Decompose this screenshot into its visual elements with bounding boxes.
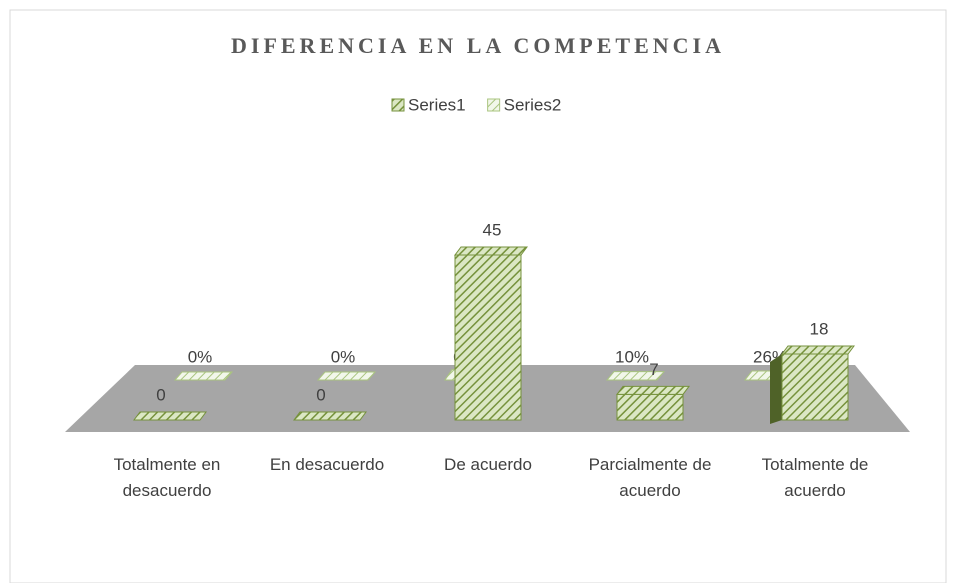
bar-back (173, 371, 234, 381)
bar (616, 385, 690, 421)
x-tick-label: Parcialmente de acuerdo (588, 455, 712, 500)
bar-face (454, 246, 528, 256)
value-label: 7 (649, 360, 658, 379)
bar-face (781, 353, 849, 421)
bar-face (781, 345, 855, 355)
x-tick-label: Totalmente de acuerdo (761, 455, 869, 500)
value-label: 0 (156, 385, 165, 404)
bar-face (770, 354, 782, 424)
legend-swatch (487, 98, 501, 112)
bar-face (616, 393, 684, 421)
bar-face (293, 411, 367, 421)
bar-face (454, 254, 522, 421)
legend-swatch (391, 98, 405, 112)
bar-face (133, 411, 207, 421)
bar-face (616, 385, 690, 395)
value-label: 10% (615, 347, 649, 366)
x-tick-label: En desacuerdo (269, 455, 385, 474)
bar-back (316, 371, 377, 381)
bar-back (605, 371, 666, 381)
value-label: 18 (810, 319, 829, 338)
bar (770, 345, 855, 424)
bar (293, 411, 367, 421)
bar (454, 246, 528, 421)
x-tick-label: De acuerdo (444, 455, 532, 474)
value-label: 0% (188, 347, 213, 366)
value-label: 0 (316, 385, 325, 404)
bar (133, 411, 207, 421)
value-label: 0% (331, 347, 356, 366)
legend-label: Series1 (408, 95, 466, 114)
x-tick-label: Totalmente en desacuerdo (113, 455, 221, 500)
legend-label: Series2 (504, 95, 562, 114)
value-label: 45 (483, 220, 502, 239)
chart-title: DIFERENCIA EN LA COMPETENCIA (231, 33, 725, 58)
